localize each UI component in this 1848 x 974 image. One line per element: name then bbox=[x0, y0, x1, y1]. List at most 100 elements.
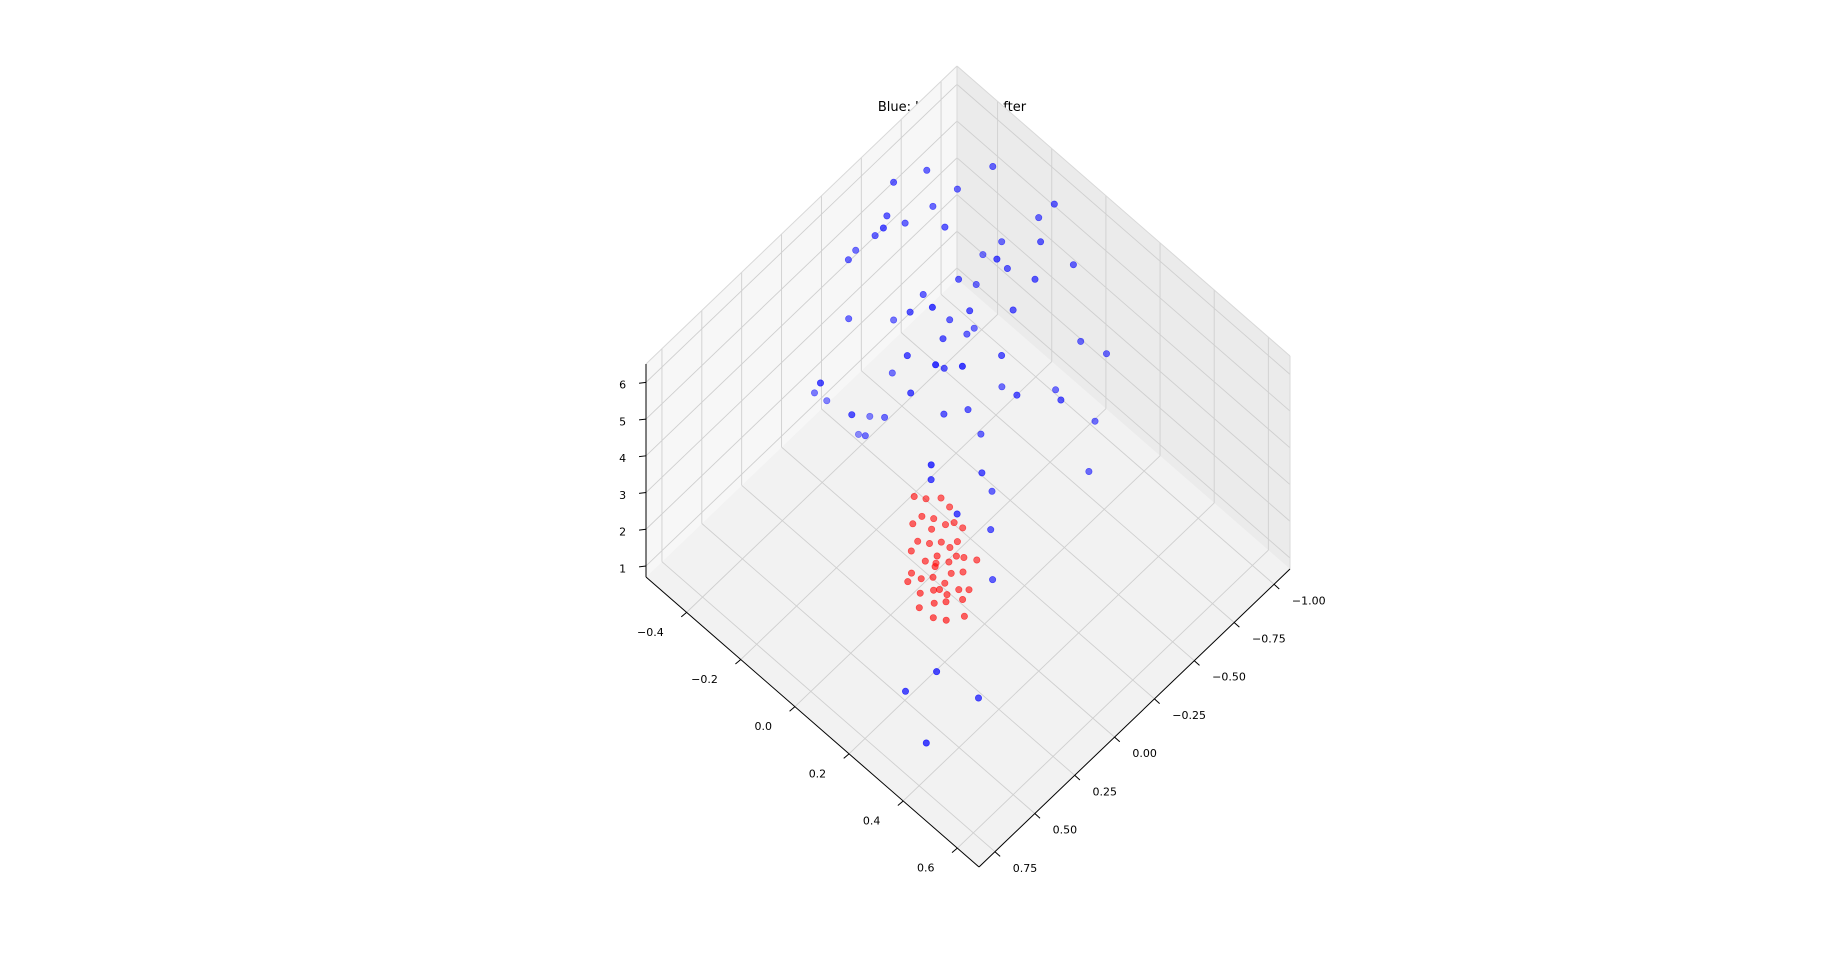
x-tick-mark bbox=[1273, 583, 1280, 590]
point-before bbox=[970, 324, 978, 332]
axes-panes bbox=[646, 66, 1290, 867]
point-after bbox=[941, 579, 949, 587]
point-after bbox=[931, 563, 939, 571]
point-after bbox=[960, 612, 968, 620]
x-tick-mark bbox=[1074, 774, 1081, 781]
x-tick-mark bbox=[1233, 622, 1240, 628]
point-before bbox=[964, 406, 972, 414]
point-after bbox=[929, 614, 937, 622]
point-before bbox=[1077, 337, 1085, 345]
point-before bbox=[890, 178, 898, 186]
point-after bbox=[950, 519, 958, 527]
z-tick-mark bbox=[638, 455, 647, 458]
point-before bbox=[923, 166, 931, 174]
floor-pane bbox=[646, 279, 1290, 867]
gridline-x bbox=[940, 293, 1275, 585]
gridline-x bbox=[661, 561, 996, 853]
z-tick-label: 1 bbox=[619, 562, 626, 575]
point-before bbox=[927, 461, 935, 469]
point-before bbox=[922, 739, 930, 747]
point-after bbox=[942, 598, 950, 606]
z-tick-label: 4 bbox=[619, 452, 626, 465]
x-tick-mark bbox=[1114, 736, 1121, 743]
point-after bbox=[953, 538, 961, 546]
point-before bbox=[1069, 261, 1077, 269]
point-before bbox=[883, 212, 891, 220]
point-before bbox=[861, 432, 869, 440]
point-after bbox=[907, 569, 915, 577]
point-before bbox=[932, 361, 940, 369]
point-after bbox=[973, 556, 981, 564]
gridline-z bbox=[645, 157, 958, 457]
gridline-z bbox=[645, 84, 958, 383]
x-tick-mark bbox=[1154, 698, 1160, 704]
gridline-z bbox=[956, 120, 1291, 412]
point-before bbox=[848, 411, 856, 419]
point-before bbox=[1035, 214, 1043, 222]
point-before bbox=[810, 389, 818, 397]
point-after bbox=[937, 494, 945, 502]
point-before bbox=[845, 315, 853, 323]
point-before bbox=[906, 308, 914, 316]
point-before bbox=[866, 412, 874, 420]
point-before bbox=[966, 307, 974, 315]
z-tick-label: 5 bbox=[619, 415, 626, 428]
point-before bbox=[881, 413, 889, 421]
point-after bbox=[935, 585, 943, 593]
gridline-y bbox=[740, 361, 1053, 660]
point-after bbox=[937, 538, 945, 546]
point-after bbox=[930, 515, 938, 523]
gridline-z bbox=[956, 267, 1291, 559]
point-before bbox=[998, 383, 1006, 391]
z-tick-mark bbox=[638, 381, 647, 384]
gridline-y bbox=[957, 549, 1269, 849]
point-before bbox=[1013, 391, 1021, 399]
point-after bbox=[933, 552, 941, 560]
y-tick-label: −0.2 bbox=[691, 673, 718, 686]
y-tick-label: 0.6 bbox=[917, 862, 935, 875]
point-before bbox=[1003, 264, 1011, 272]
point-before bbox=[879, 224, 887, 232]
point-before bbox=[1057, 396, 1065, 404]
y-tick-mark bbox=[897, 800, 904, 806]
point-before bbox=[953, 185, 961, 193]
y-tick-mark bbox=[680, 611, 687, 618]
gridline-x bbox=[701, 523, 1036, 814]
point-after bbox=[921, 557, 929, 565]
x-tick-label: −0.75 bbox=[1252, 633, 1286, 646]
point-after bbox=[904, 578, 912, 586]
point-before bbox=[993, 255, 1001, 263]
point-before bbox=[854, 430, 862, 438]
point-after bbox=[947, 569, 955, 577]
point-before bbox=[979, 251, 987, 259]
axes-gridlines bbox=[645, 81, 1291, 853]
point-after bbox=[946, 543, 954, 551]
y-tick-mark bbox=[951, 847, 958, 854]
pane-edge bbox=[956, 65, 1291, 357]
point-after bbox=[942, 616, 950, 624]
point-after bbox=[929, 573, 937, 581]
x-tick-mark bbox=[994, 851, 1001, 857]
y-tick-mark bbox=[789, 706, 796, 712]
point-after bbox=[959, 524, 967, 532]
gridline-x bbox=[861, 370, 1195, 662]
point-before bbox=[1052, 386, 1060, 394]
point-before bbox=[953, 510, 961, 518]
point-after bbox=[941, 521, 949, 529]
point-after bbox=[917, 575, 925, 583]
z-tick-label: 2 bbox=[619, 526, 626, 539]
gridline-z bbox=[956, 194, 1291, 485]
x-axis-line bbox=[978, 568, 1291, 868]
y-tick-label: 0.2 bbox=[809, 767, 827, 780]
gridline-z bbox=[645, 267, 958, 567]
gridline-y bbox=[902, 502, 1215, 802]
point-before bbox=[988, 487, 996, 495]
gridline-y bbox=[848, 455, 1161, 755]
point-before bbox=[928, 303, 936, 311]
point-before bbox=[1037, 238, 1045, 246]
gridline-x bbox=[821, 408, 1155, 700]
point-before bbox=[927, 476, 935, 484]
y-tick-mark bbox=[843, 753, 850, 759]
point-after bbox=[930, 599, 938, 607]
